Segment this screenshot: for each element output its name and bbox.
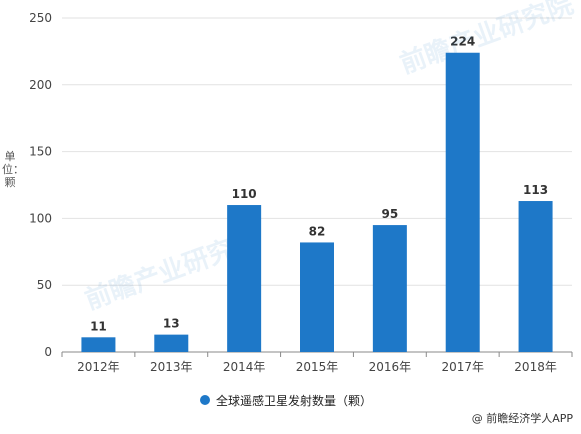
y-tick-label: 0	[44, 345, 52, 359]
bar	[445, 52, 480, 353]
data-label: 95	[382, 207, 399, 221]
data-label: 11	[90, 319, 107, 333]
y-tick-label: 150	[29, 145, 52, 159]
bar	[227, 205, 262, 352]
data-label: 224	[450, 35, 475, 49]
bar	[300, 242, 334, 352]
y-tick-label: 100	[29, 211, 52, 225]
legend-label: 全球遥感卫星发射数量（颗）	[216, 393, 373, 408]
x-tick-label: 2012年	[77, 360, 120, 374]
y-tick-label: 250	[29, 11, 52, 25]
source-credit: @ 前瞻经济学人APP	[471, 412, 573, 425]
bar	[154, 334, 189, 352]
bar	[81, 337, 116, 352]
bar	[518, 201, 553, 352]
y-tick-label: 50	[37, 278, 52, 292]
x-tick-label: 2018年	[514, 360, 557, 374]
data-label: 82	[309, 224, 326, 238]
x-tick-label: 2015年	[296, 360, 339, 374]
bar	[372, 225, 407, 352]
data-label: 110	[232, 187, 257, 201]
x-tick-label: 2013年	[150, 360, 193, 374]
legend-swatch	[200, 395, 210, 405]
y-tick-label: 200	[29, 78, 52, 92]
x-tick-label: 2016年	[369, 360, 412, 374]
data-label: 13	[163, 317, 180, 331]
data-label: 113	[523, 183, 548, 197]
x-tick-label: 2014年	[223, 360, 266, 374]
y-axis-label: 单位：颗	[2, 150, 24, 189]
x-tick-label: 2017年	[441, 360, 484, 374]
legend[interactable]: 全球遥感卫星发射数量（颗）	[200, 392, 372, 408]
